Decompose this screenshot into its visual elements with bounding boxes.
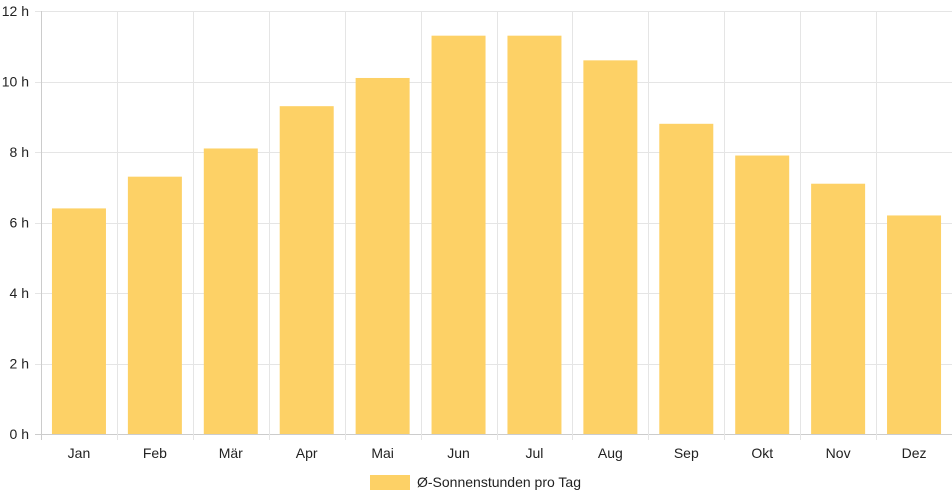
bar[interactable] <box>279 106 334 435</box>
bar[interactable] <box>203 148 258 434</box>
x-tick-label: Apr <box>296 445 318 461</box>
x-tick-label: Jun <box>447 445 470 461</box>
x-tick-label: Feb <box>143 445 167 461</box>
y-tick-label: 0 h <box>10 426 29 442</box>
legend-label: Ø-Sonnenstunden pro Tag <box>417 474 581 490</box>
x-tick-label: Aug <box>598 445 623 461</box>
x-tick-label: Mär <box>219 445 243 461</box>
legend-swatch <box>370 475 410 490</box>
bar[interactable] <box>431 35 486 435</box>
x-tick-label: Jan <box>68 445 91 461</box>
grid-lines <box>35 11 952 440</box>
x-tick-label: Sep <box>674 445 699 461</box>
x-tick-label: Jul <box>526 445 544 461</box>
bar[interactable] <box>735 155 790 434</box>
bar[interactable] <box>583 60 638 434</box>
y-axis-tick-labels: 0 h 2 h 4 h 6 h 8 h 10 h 12 h <box>2 3 29 442</box>
x-tick-label: Nov <box>826 445 851 461</box>
y-tick-label: 2 h <box>10 356 29 372</box>
x-tick-label: Dez <box>902 445 927 461</box>
y-tick-label: 4 h <box>10 285 29 301</box>
x-axis-tick-labels: Jan Feb Mär Apr Mai Jun Jul Aug Sep Okt Nov Dez <box>68 445 927 461</box>
bar[interactable] <box>127 176 182 435</box>
bar[interactable] <box>659 123 714 435</box>
x-tick-label: Okt <box>751 445 773 461</box>
bar[interactable] <box>811 183 866 434</box>
legend[interactable]: Ø-Sonnenstunden pro Tag <box>370 474 581 490</box>
bar[interactable] <box>51 208 106 434</box>
y-tick-label: 6 h <box>10 215 29 231</box>
bars <box>51 35 942 435</box>
y-tick-label: 8 h <box>10 144 29 160</box>
y-tick-label: 12 h <box>2 3 29 19</box>
x-tick-label: Mai <box>371 445 394 461</box>
bar[interactable] <box>355 77 410 434</box>
bar[interactable] <box>887 215 942 434</box>
y-tick-label: 10 h <box>2 74 29 90</box>
bar[interactable] <box>507 35 562 435</box>
